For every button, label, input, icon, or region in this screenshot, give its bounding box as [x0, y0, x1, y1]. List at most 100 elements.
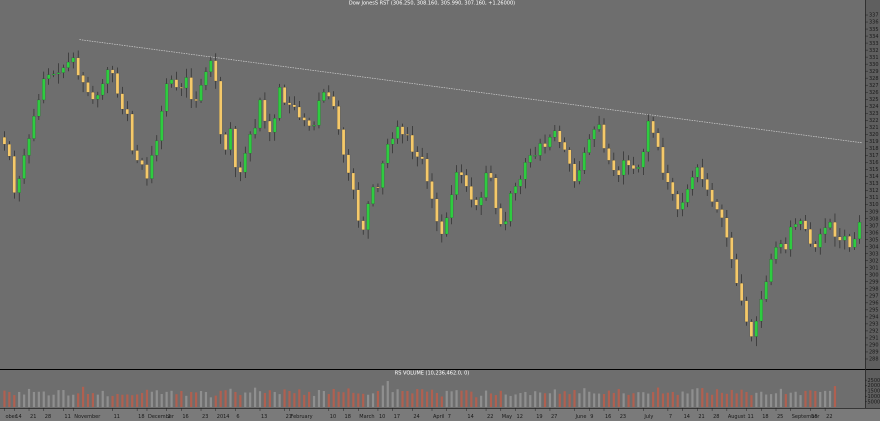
volume-bar — [195, 392, 198, 407]
date-tick-label: 11 — [748, 414, 754, 420]
candle-up — [160, 111, 164, 141]
volume-bar — [435, 392, 439, 407]
candle-up — [818, 233, 822, 248]
candle-down — [730, 237, 734, 260]
volume-bar — [57, 390, 60, 407]
volume-bar — [455, 390, 458, 407]
candle-up — [258, 99, 262, 129]
volume-bar — [514, 394, 517, 407]
volume-bar — [131, 395, 134, 407]
volume-bar — [62, 390, 65, 407]
volume-bar — [204, 391, 208, 407]
volume-bar — [725, 393, 728, 407]
volume-bar — [833, 386, 837, 407]
volume-bar — [543, 393, 547, 407]
candle-down — [120, 93, 125, 110]
candle-down — [735, 259, 739, 284]
candle-up — [518, 179, 523, 187]
candle-up — [317, 100, 321, 126]
volume-bar — [391, 392, 394, 407]
candle-up — [199, 85, 203, 101]
price-tick-label: 327 — [869, 83, 879, 89]
price-tick-label: 311 — [869, 195, 879, 201]
candle-down — [115, 73, 120, 94]
candle-up — [17, 178, 21, 193]
volume-bar — [489, 393, 493, 407]
candle-up — [165, 83, 169, 112]
candle-down — [125, 108, 129, 115]
volume-bar — [445, 390, 448, 407]
date-tick-label: 13 — [261, 414, 267, 420]
volume-bar — [18, 391, 21, 407]
candle-down — [12, 156, 16, 193]
date-tick-label: March — [359, 414, 374, 420]
candle-down — [110, 69, 115, 74]
volume-bar — [563, 391, 566, 407]
candle-down — [440, 221, 444, 235]
candle-down — [410, 134, 414, 153]
candle-up — [857, 221, 862, 240]
price-tick-label: 288 — [869, 357, 879, 363]
volume-bar — [696, 388, 699, 407]
volume-bar — [504, 394, 507, 407]
candle-down — [356, 189, 360, 221]
volume-bar — [253, 387, 257, 407]
volume-bar — [381, 385, 384, 407]
volume-bar — [317, 390, 321, 407]
date-tick-label: April — [433, 414, 444, 420]
candle-down — [415, 151, 419, 157]
price-tick-label: 290 — [869, 343, 879, 349]
candle-down — [469, 186, 473, 200]
volume-bar — [81, 386, 85, 407]
candle-up — [828, 221, 832, 228]
candle-down — [705, 179, 709, 190]
volume-bar — [484, 390, 488, 407]
volume-bar — [42, 391, 45, 407]
candle-down — [720, 209, 724, 218]
candle-down — [464, 174, 469, 187]
candle-down — [651, 120, 655, 134]
candle-down — [803, 220, 808, 230]
candle-down — [833, 221, 837, 237]
date-tick-label: 22 — [826, 414, 832, 420]
candle-down — [135, 150, 139, 161]
candle-down — [784, 243, 788, 250]
volume-bar — [779, 388, 783, 407]
candle-down — [91, 92, 95, 100]
volume-bar — [593, 393, 596, 407]
trendline — [79, 39, 863, 144]
candle-down — [567, 149, 572, 164]
candle-down — [7, 144, 11, 157]
candle-up — [553, 130, 557, 138]
volume-bar — [52, 394, 55, 407]
candle-down — [744, 300, 749, 322]
volume-title: RS VOLUME (10,236,462.0, 0) — [395, 371, 469, 377]
volume-bar — [440, 396, 443, 407]
candle-up — [322, 92, 326, 101]
candle-up — [37, 99, 41, 117]
price-tick-label: 331 — [869, 55, 879, 61]
volume-bar — [597, 393, 601, 407]
price-tick-label: 299 — [869, 279, 879, 285]
date-tick-label: 15 — [811, 414, 817, 420]
candle-down — [848, 236, 852, 248]
volume-bar — [706, 392, 709, 407]
volume-bar — [219, 390, 222, 407]
volume-layer — [3, 381, 837, 407]
price-tick-label: 307 — [869, 223, 879, 229]
candle-up — [587, 139, 591, 153]
volume-bar — [676, 394, 679, 407]
volume-bar — [809, 390, 812, 407]
candle-up — [759, 299, 763, 322]
candle-up — [312, 125, 316, 127]
volume-bar — [37, 391, 40, 407]
candle-up — [106, 69, 110, 84]
volume-bar — [745, 391, 748, 407]
price-tick-label: 326 — [869, 90, 879, 96]
volume-bar — [671, 391, 674, 407]
volume-bar — [529, 395, 532, 407]
volume-bar — [774, 393, 778, 407]
candle-up — [690, 177, 695, 190]
price-tick-label: 328 — [869, 76, 879, 82]
price-tick-label: 308 — [869, 216, 879, 222]
